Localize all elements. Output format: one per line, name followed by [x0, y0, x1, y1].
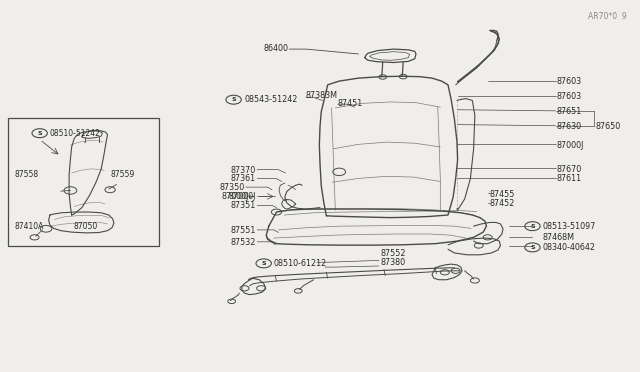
Text: 87000J: 87000J [228, 192, 256, 201]
Text: 87000J: 87000J [557, 141, 584, 150]
Text: 87603: 87603 [557, 77, 582, 86]
Text: 87350: 87350 [220, 183, 244, 192]
Text: 87451: 87451 [338, 99, 363, 108]
Text: S: S [530, 224, 535, 229]
Text: 87370: 87370 [231, 166, 256, 175]
Text: 87468M: 87468M [543, 233, 575, 242]
Text: 87611: 87611 [557, 174, 582, 183]
Text: 87559: 87559 [110, 170, 134, 179]
Text: 87651: 87651 [557, 107, 582, 116]
Text: 87361: 87361 [231, 174, 256, 183]
Text: 87630: 87630 [557, 122, 582, 131]
Text: 87551: 87551 [230, 226, 256, 235]
Text: 87380: 87380 [381, 258, 406, 267]
Text: 08510-61212: 08510-61212 [274, 259, 327, 268]
Text: 08340-40642: 08340-40642 [543, 243, 596, 252]
Bar [8, 118, 159, 246]
Text: S: S [231, 97, 236, 102]
Text: 87000J←: 87000J← [222, 192, 256, 201]
Text: 87050: 87050 [74, 222, 98, 231]
Text: 87532: 87532 [230, 238, 256, 247]
Text: S: S [37, 131, 42, 136]
Text: S: S [530, 245, 535, 250]
Text: 87410A: 87410A [14, 222, 44, 231]
Text: 87603: 87603 [557, 92, 582, 101]
Text: 87351: 87351 [231, 201, 256, 210]
Text: 87452: 87452 [490, 199, 515, 208]
Text: 08543-51242: 08543-51242 [244, 95, 298, 104]
Text: 87552: 87552 [381, 249, 406, 258]
Text: 86400: 86400 [263, 44, 288, 53]
Text: 87670: 87670 [557, 165, 582, 174]
Text: 08513-51097: 08513-51097 [543, 222, 596, 231]
Text: 87383M: 87383M [306, 92, 338, 100]
Text: 87455: 87455 [490, 190, 515, 199]
Text: S: S [261, 261, 266, 266]
Text: 87650: 87650 [595, 122, 620, 131]
Text: 08510-51242: 08510-51242 [50, 129, 100, 138]
Text: AR70*0  9: AR70*0 9 [588, 12, 627, 21]
Text: 87558: 87558 [14, 170, 38, 179]
